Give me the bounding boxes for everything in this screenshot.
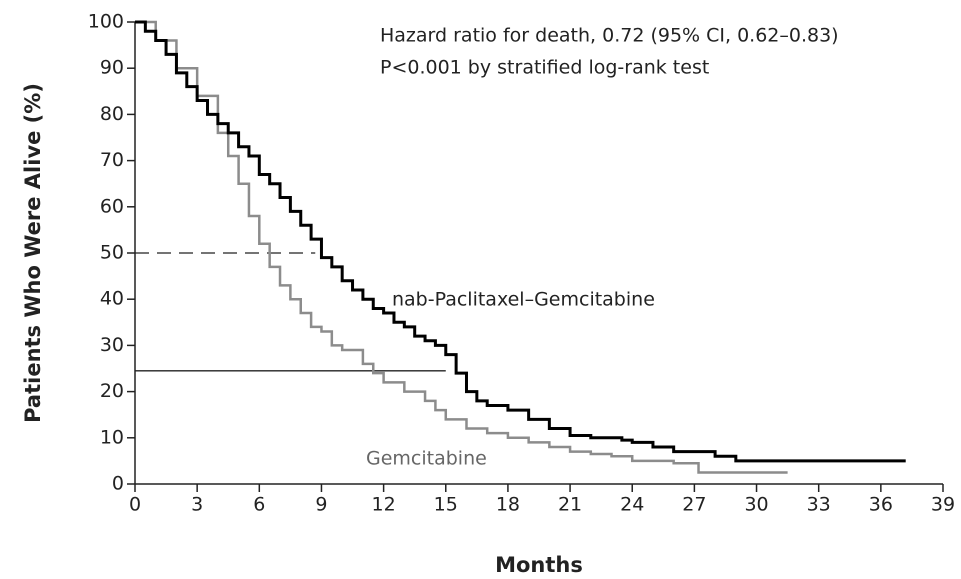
y-tick-label: 80 bbox=[100, 103, 124, 125]
survival-curve bbox=[135, 20, 906, 463]
x-tick-label: 39 bbox=[931, 494, 955, 516]
x-tick-label: 0 bbox=[129, 494, 141, 516]
y-tick-label: 70 bbox=[100, 149, 124, 171]
y-axis-label: Patients Who Were Alive (%) bbox=[21, 83, 45, 423]
x-tick-label: 6 bbox=[253, 494, 265, 516]
x-tick-label: 24 bbox=[620, 494, 644, 516]
y-tick-label: 10 bbox=[100, 426, 124, 448]
y-tick-label: 100 bbox=[88, 11, 124, 33]
x-tick-label: 36 bbox=[869, 494, 893, 516]
y-tick-label: 20 bbox=[100, 380, 124, 402]
x-axis-label: Months bbox=[495, 553, 583, 577]
y-tick-label: 90 bbox=[100, 57, 124, 79]
annotation: P<0.001 by stratified log-rank test bbox=[380, 57, 709, 79]
survival-curve bbox=[135, 20, 788, 474]
y-tick-label: 50 bbox=[100, 242, 124, 264]
x-tick-label: 3 bbox=[191, 494, 203, 516]
x-tick-label: 9 bbox=[315, 494, 327, 516]
x-tick-label: 15 bbox=[434, 494, 458, 516]
y-tick-label: 30 bbox=[100, 334, 124, 356]
x-tick-label: 27 bbox=[682, 494, 706, 516]
y-tick-label: 40 bbox=[100, 288, 124, 310]
x-tick-label: 33 bbox=[807, 494, 831, 516]
x-tick-label: 21 bbox=[558, 494, 582, 516]
annotation: Hazard ratio for death, 0.72 (95% CI, 0.… bbox=[380, 25, 839, 47]
x-tick-label: 30 bbox=[744, 494, 768, 516]
x-tick-label: 18 bbox=[496, 494, 520, 516]
series-label: nab-Paclitaxel–Gemcitabine bbox=[392, 289, 655, 311]
x-tick-label: 12 bbox=[372, 494, 396, 516]
y-tick-label: 60 bbox=[100, 195, 124, 217]
y-tick-label: 0 bbox=[112, 473, 124, 495]
series-label: Gemcitabine bbox=[366, 448, 487, 470]
